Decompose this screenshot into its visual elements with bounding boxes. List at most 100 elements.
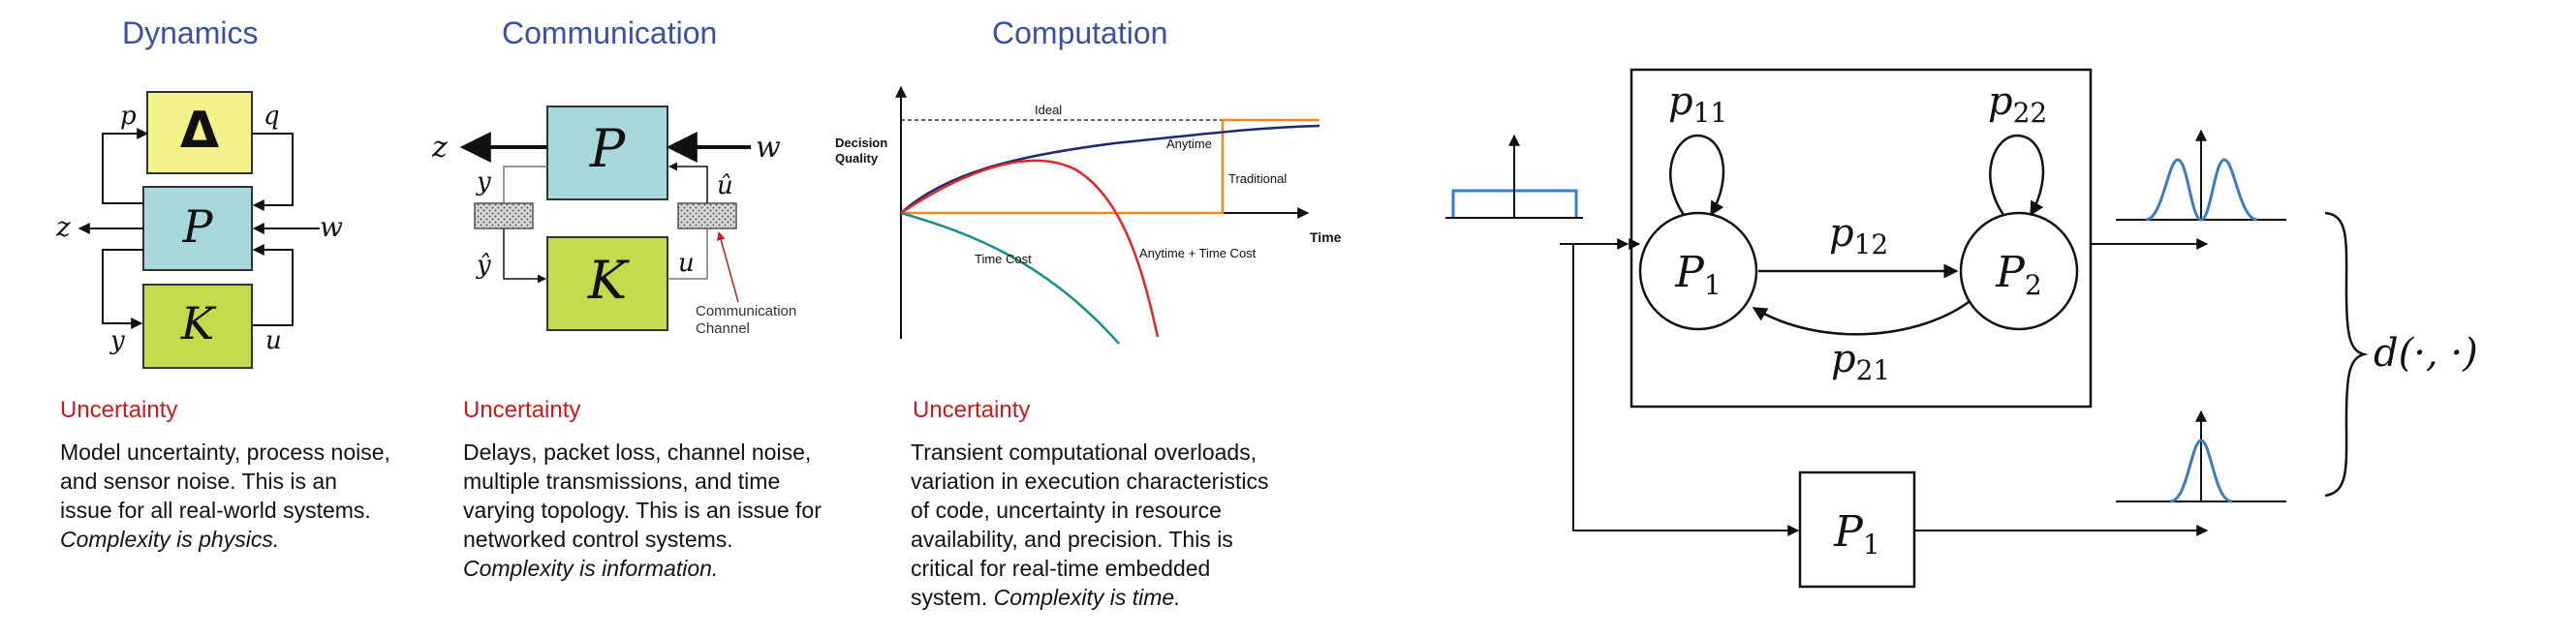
comm-p-block [546, 106, 668, 200]
computation-heading: Computation [992, 15, 1168, 50]
p12-main: p [1829, 211, 1854, 256]
state-p1-label: P1 [1674, 248, 1721, 301]
label-anytime: Anytime [1166, 136, 1212, 151]
dynamics-k-label: K [180, 297, 217, 349]
comm-y-line [503, 166, 547, 203]
comm-y-text: y [476, 167, 491, 197]
label-anytime-time-cost: Anytime + Time Cost [1139, 246, 1257, 260]
self-loop-p11 [1669, 134, 1725, 217]
delta-symbol: Δ [180, 102, 219, 160]
comm-p-label: P [589, 118, 627, 179]
dynamics-w-text: w [320, 211, 343, 243]
state-p2-main: P [1995, 248, 2026, 297]
comm-channel-left [474, 202, 534, 229]
dynamics-uncertainty-title: Uncertainty [60, 397, 178, 423]
comm-yhat-text: ŷ [476, 251, 491, 280]
comm-uhat-text: û [717, 171, 733, 200]
comm-yhat-line [503, 228, 546, 284]
dynamics-p-text: p [120, 102, 137, 131]
dynamics-italic: Complexity is physics. [60, 527, 280, 552]
dynamics-p-block [142, 186, 253, 271]
channel-label-line2: Channel [696, 320, 750, 337]
series-anytime-time-cost [900, 159, 1160, 338]
series-traditional [901, 118, 1319, 215]
computation-line-6: system. Complexity is time. [911, 583, 1337, 612]
dynamics-heading: Dynamics [122, 15, 259, 50]
dynamics-k-block [142, 284, 253, 369]
state-p1-circle [1638, 211, 1758, 331]
computation-line-1: Transient computational overloads, [911, 440, 1257, 465]
lower-p1-label: P1 [1833, 507, 1879, 561]
p12-sub: 12 [1854, 228, 1889, 260]
self-loop-p22 [1989, 134, 2045, 217]
y-signal-line [102, 249, 143, 329]
computation-line-4: availability, and precision. This is [911, 527, 1233, 552]
communication-description: Delays, packet loss, channel noise, mult… [463, 438, 889, 583]
comm-k-block [546, 236, 668, 331]
dynamics-line-3: issue for all real-world systems. [60, 498, 371, 523]
p21-main: p [1831, 337, 1856, 381]
markov-diagram [1445, 68, 2369, 589]
dynamics-u-text: u [265, 326, 282, 355]
state-p1-main: P [1674, 248, 1705, 297]
computation-line-3: of code, uncertainty in resource [911, 498, 1222, 523]
p12-label: p12 [1829, 211, 1888, 260]
dynamics-line-4: Complexity is physics. [60, 525, 448, 554]
communication-diagram [459, 106, 751, 331]
computation-line-5: critical for real-time embedded [911, 556, 1211, 581]
lower-p1-sub: 1 [1863, 529, 1880, 561]
dynamics-q-text: q [264, 102, 280, 131]
state-p2-circle [1959, 211, 2079, 331]
communication-italic: Complexity is information. [463, 556, 719, 581]
p22-sub: 22 [2013, 97, 2048, 129]
dynamics-line-2: and sensor noise. This is an [60, 469, 337, 494]
lower-branch-line [1572, 244, 1800, 536]
comm-k-label: K [587, 250, 630, 311]
computation-line-2: variation in execution characteristics [911, 469, 1269, 494]
communication-line-1: Delays, packet loss, channel noise, [463, 440, 812, 465]
comm-uhat-line [668, 162, 708, 203]
computation-chart [895, 85, 1320, 345]
delta-block [146, 91, 253, 174]
u-signal-line [252, 244, 294, 326]
dynamics-y-text: y [109, 326, 125, 355]
comm-z-text: z [431, 131, 448, 165]
p-signal-line [102, 128, 149, 204]
dynamics-description: Model uncertainty, process noise, and se… [60, 438, 448, 554]
communication-line-4: networked control systems. [463, 527, 733, 552]
state-p2-sub: 2 [2025, 269, 2042, 301]
transition-p21 [1752, 300, 1970, 336]
series-time-cost [900, 211, 1120, 345]
series-anytime [900, 124, 1320, 214]
computation-last-plain: system. [911, 585, 994, 610]
communication-line-3: varying topology. This is an issue for [463, 498, 822, 523]
dynamics-diagram [78, 91, 320, 369]
comm-channel-right [677, 202, 737, 229]
channel-pointer-arrow [716, 231, 739, 303]
communication-uncertainty-title: Uncertainty [463, 397, 581, 423]
channel-label-line1: Communication [696, 303, 796, 319]
comm-u-line [667, 228, 708, 280]
communication-heading: Communication [502, 15, 718, 50]
bottom-dist-curve [2169, 439, 2233, 503]
chart-ylabel-line2: Quality [835, 151, 879, 166]
dynamics-line-1: Model uncertainty, process noise, [60, 440, 390, 465]
distance-label: d(·, ·) [2374, 331, 2478, 376]
communication-line-2: multiple transmissions, and time [463, 469, 781, 494]
chart-ylabel-line1: Decision [835, 136, 887, 150]
label-traditional: Traditional [1228, 171, 1287, 186]
p22-label: p22 [1988, 79, 2047, 129]
p11-main: p [1668, 79, 1693, 124]
dynamics-p-label: P [182, 200, 214, 253]
comm-u-text: u [678, 249, 695, 278]
p21-label: p21 [1831, 337, 1890, 386]
chart-xlabel: Time [1310, 229, 1342, 245]
chart-ideal-label: Ideal [1035, 103, 1062, 117]
computation-description: Transient computational overloads, varia… [911, 438, 1337, 612]
state-p2-label: P2 [1995, 248, 2041, 301]
dynamics-z-text: z [55, 211, 71, 243]
q-signal-line [252, 133, 294, 211]
state-p1-sub: 1 [1704, 269, 1722, 301]
computation-uncertainty-title: Uncertainty [913, 397, 1031, 423]
p21-sub: 21 [1856, 354, 1891, 386]
